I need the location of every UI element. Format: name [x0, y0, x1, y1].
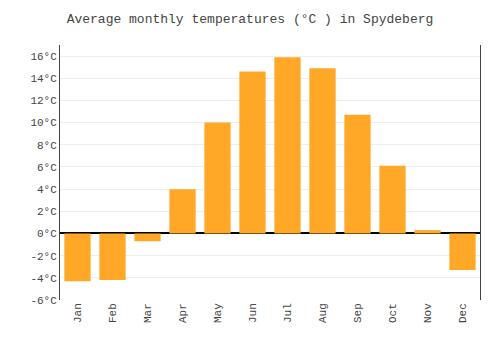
svg-text:14°C: 14°C — [30, 73, 57, 85]
svg-text:-4°C: -4°C — [30, 273, 57, 285]
svg-text:Jan: Jan — [72, 303, 84, 323]
svg-text:12°C: 12°C — [30, 95, 57, 107]
svg-text:Feb: Feb — [107, 303, 119, 323]
svg-text:10°C: 10°C — [30, 117, 57, 129]
svg-text:16°C: 16°C — [30, 51, 57, 63]
svg-text:6°C: 6°C — [37, 162, 57, 174]
svg-text:Jun: Jun — [247, 303, 259, 323]
svg-text:Nov: Nov — [422, 303, 434, 323]
svg-text:May: May — [212, 303, 224, 323]
svg-text:0°C: 0°C — [37, 228, 57, 240]
svg-text:Oct: Oct — [387, 303, 399, 323]
svg-text:Aug: Aug — [317, 303, 329, 323]
svg-text:Mar: Mar — [142, 303, 154, 323]
svg-text:Dec: Dec — [457, 303, 469, 323]
svg-text:Jul: Jul — [282, 303, 294, 323]
svg-text:2°C: 2°C — [37, 206, 57, 218]
svg-text:-6°C: -6°C — [30, 295, 57, 307]
svg-text:Average monthly temperatures (: Average monthly temperatures (°C ) in Sp… — [67, 12, 434, 27]
svg-text:Sep: Sep — [352, 303, 364, 323]
svg-text:-2°C: -2°C — [30, 251, 57, 263]
svg-text:Apr: Apr — [177, 303, 189, 323]
svg-text:4°C: 4°C — [37, 184, 57, 196]
svg-text:8°C: 8°C — [37, 140, 57, 152]
